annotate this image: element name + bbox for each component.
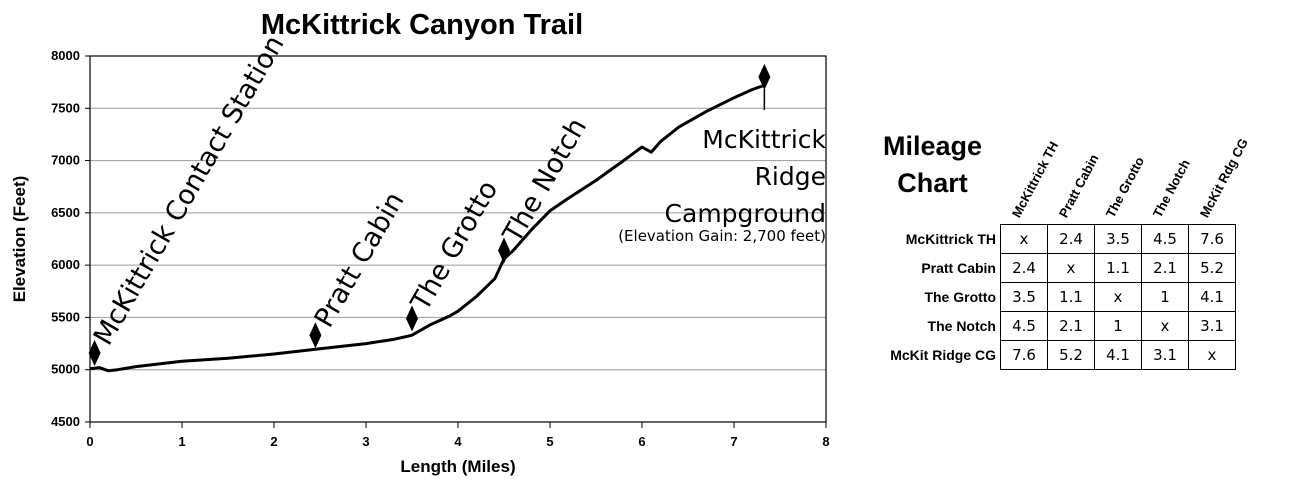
mileage-cell: 1	[1094, 311, 1142, 341]
mileage-row-header: McKittrick TH	[905, 231, 996, 247]
mileage-cell: 3.1	[1188, 311, 1236, 341]
marker-label: McKittrick Contact Station	[88, 30, 291, 350]
table-row: The Notch 4.5 2.1 1 x 3.1	[860, 311, 1236, 341]
marker-label: Ridge	[755, 162, 826, 191]
mileage-cell: 2.1	[1141, 253, 1189, 283]
mileage-title-line: Chart	[897, 168, 968, 198]
trail-marker	[758, 63, 771, 90]
mileage-cell: x	[1000, 224, 1048, 254]
table-row: The Grotto 3.5 1.1 x 1 4.1	[860, 282, 1236, 312]
table-row: McKit Ridge CG 7.6 5.2 4.1 3.1 x	[860, 340, 1236, 370]
mileage-table: McKittrick TH x 2.4 3.5 4.5 7.6 Pratt Cabin 2.4…	[860, 224, 1236, 370]
chart-title: McKittrick Canyon Trail	[261, 9, 583, 41]
mileage-cell: 1.1	[1094, 253, 1142, 283]
x-tick-label: 8	[822, 434, 829, 449]
elevation-chart: McKittrick Canyon Trail 4500 5000 5500 6000…	[10, 9, 830, 476]
mileage-chart-title: Mileage Chart	[870, 128, 995, 202]
y-tick-label: 6500	[51, 205, 80, 220]
table-row: Pratt Cabin 2.4 x 1.1 2.1 5.2	[860, 253, 1236, 283]
x-tick-label: 6	[638, 434, 645, 449]
x-tick-label: 7	[730, 434, 737, 449]
mileage-cell: x	[1094, 282, 1142, 312]
trail-marker	[88, 339, 101, 366]
x-axis-ticks: 0 1 2 3 4 5 6 7 8	[86, 422, 830, 449]
x-tick-label: 4	[454, 434, 462, 449]
y-tick-label: 5500	[51, 309, 80, 324]
mileage-column-header: The Notch	[1149, 156, 1193, 220]
mileage-cell: 4.5	[1141, 224, 1189, 254]
table-row: McKittrick TH x 2.4 3.5 4.5 7.6	[860, 224, 1236, 254]
marker-label: Pratt Cabin	[309, 187, 411, 333]
mileage-cell: 2.4	[1047, 224, 1095, 254]
x-tick-label: 0	[86, 434, 93, 449]
mileage-cell: 4.1	[1188, 282, 1236, 312]
mileage-row-header: Pratt Cabin	[921, 260, 996, 276]
trail-markers: McKittrick Contact Station Pratt CabinThe…	[88, 30, 827, 366]
marker-label: The Notch	[497, 113, 593, 249]
mileage-cell: 2.1	[1047, 311, 1095, 341]
y-tick-label: 4500	[51, 414, 80, 429]
mileage-cell: 7.6	[1000, 340, 1048, 370]
marker-label: Campground	[665, 199, 826, 228]
mileage-cell: 4.1	[1094, 340, 1142, 370]
marker-label: McKittrick	[702, 125, 826, 154]
x-tick-label: 5	[546, 434, 553, 449]
x-tick-label: 3	[362, 434, 369, 449]
grid-lines	[90, 107, 826, 371]
trail-marker	[498, 237, 510, 264]
mileage-cell: 2.4	[1000, 253, 1048, 283]
mileage-column-headers: McKittrick TH Pratt Cabin The Grotto The No…	[860, 120, 1300, 220]
mileage-cell: 5.2	[1188, 253, 1236, 283]
elevation-profile-line	[89, 83, 765, 373]
mileage-title-line: Mileage	[882, 131, 983, 161]
y-tick-label: 6000	[51, 257, 80, 272]
mileage-cell: x	[1047, 253, 1095, 283]
y-axis-ticks: 4500 5000 5500 6000 6500 7000 7500 8000	[51, 48, 90, 429]
y-tick-label: 5000	[51, 362, 80, 377]
x-tick-label: 2	[270, 434, 277, 449]
mileage-cell: 3.1	[1141, 340, 1189, 370]
marker-note: (Elevation Gain: 2,700 feet)	[618, 227, 826, 245]
y-tick-label: 7500	[51, 100, 80, 115]
mileage-cell: x	[1188, 340, 1236, 370]
mileage-column-header: The Grotto	[1102, 154, 1148, 220]
mileage-cell: 5.2	[1047, 340, 1095, 370]
mileage-column-header: McKittrick TH	[1008, 138, 1062, 220]
mileage-row-header: The Grotto	[924, 289, 996, 305]
y-tick-label: 8000	[51, 48, 80, 63]
mileage-cell: 3.5	[1094, 224, 1142, 254]
mileage-column-header: McKit Rdg CG	[1196, 135, 1252, 220]
mileage-cell: 1	[1141, 282, 1189, 312]
trail-marker	[406, 305, 418, 332]
marker-label: The Grotto	[405, 175, 505, 316]
mileage-column-header: Pratt Cabin	[1055, 151, 1102, 220]
mileage-cell: 4.5	[1000, 311, 1048, 341]
mileage-cell: x	[1141, 311, 1189, 341]
y-tick-label: 7000	[51, 153, 80, 168]
mileage-cell: 1.1	[1047, 282, 1095, 312]
x-axis-label: Length (Miles)	[400, 457, 515, 476]
mileage-chart: Mileage Chart McKittrick TH Pratt Cabin Th…	[860, 120, 1300, 380]
mileage-row-header: The Notch	[927, 318, 996, 334]
x-tick-label: 1	[178, 434, 185, 449]
trail-marker	[309, 322, 322, 349]
mileage-cell: 7.6	[1188, 224, 1236, 254]
y-axis-label: Elevation (Feet)	[10, 176, 29, 303]
mileage-row-header: McKit Ridge CG	[890, 347, 996, 363]
mileage-cell: 3.5	[1000, 282, 1048, 312]
